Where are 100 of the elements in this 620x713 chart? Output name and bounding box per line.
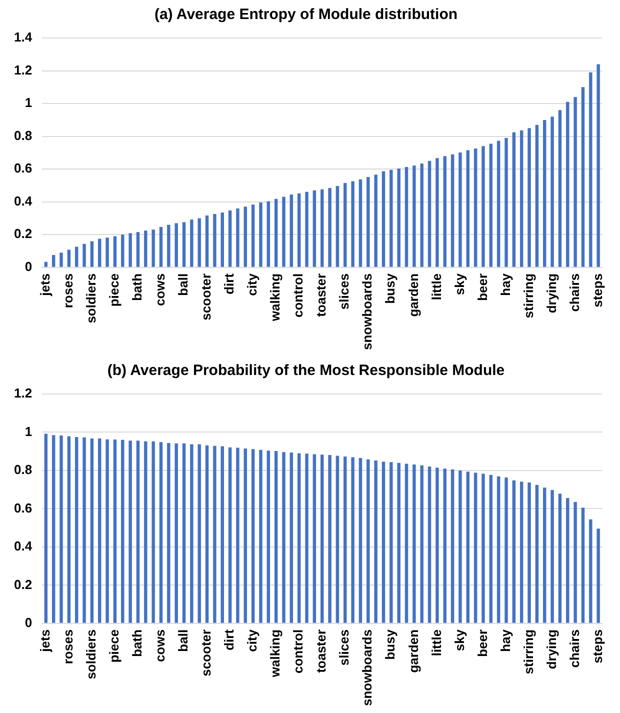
y-tick-label: 0.4 (14, 538, 33, 554)
x-tick-label: city (244, 272, 260, 296)
bar (74, 246, 78, 267)
y-tick-label: 0 (24, 615, 32, 630)
bar (190, 220, 194, 267)
bar (198, 218, 201, 267)
bar (213, 446, 216, 623)
bar (244, 448, 247, 623)
bar (558, 110, 562, 267)
bar (312, 454, 316, 623)
bar (450, 154, 454, 267)
bar (305, 192, 308, 267)
x-tick-label: control (290, 273, 306, 318)
bar (390, 462, 393, 623)
bar (90, 241, 94, 267)
bar (566, 498, 570, 623)
bar (121, 234, 124, 267)
bar (504, 138, 508, 267)
bar (274, 450, 278, 623)
bar (404, 166, 408, 267)
bar (213, 214, 216, 267)
bar (113, 236, 117, 267)
y-tick-label: 0.8 (14, 128, 32, 143)
bar (504, 478, 508, 623)
bar (167, 224, 170, 267)
bar (98, 438, 102, 623)
bar (266, 450, 270, 623)
x-tick-label: walking (268, 273, 283, 322)
x-tick-label: roses (60, 629, 76, 664)
bar (466, 472, 470, 623)
x-tick-label: cows (152, 273, 168, 306)
bar (344, 183, 347, 267)
x-tick-label: scooter (198, 629, 214, 676)
bar (458, 152, 462, 267)
x-tick-label: bath (130, 629, 145, 657)
bar (589, 72, 592, 267)
bar (535, 124, 539, 267)
x-tick-label: slices (336, 273, 352, 310)
bar (443, 468, 446, 623)
bar (52, 254, 56, 267)
bar (220, 446, 224, 623)
bar (328, 454, 332, 623)
bar (113, 440, 117, 623)
x-tick-label: sky (452, 628, 467, 652)
bar (297, 193, 301, 267)
x-tick-label: stirring (520, 629, 536, 674)
bar (382, 462, 386, 623)
bar (144, 230, 148, 267)
bar (366, 459, 370, 623)
bar (358, 458, 362, 623)
bar (390, 170, 393, 267)
bar (512, 132, 516, 267)
bar (144, 441, 148, 623)
bar (474, 472, 478, 623)
bar (596, 64, 600, 267)
x-tick-label: beer (474, 273, 490, 301)
bar (528, 128, 531, 267)
bar (128, 233, 132, 267)
bar (251, 449, 255, 623)
bar (344, 456, 347, 623)
bar (82, 244, 86, 267)
x-tick-label: toaster (314, 273, 329, 317)
bar (190, 444, 194, 623)
bar (159, 442, 163, 623)
x-tick-label: scooter (198, 273, 214, 320)
bar (266, 201, 270, 267)
x-tick-label: soldiers (84, 629, 99, 680)
y-tick-label: 0.6 (14, 160, 32, 176)
x-tick-label: control (290, 629, 306, 674)
bar (236, 448, 240, 623)
bar (174, 223, 178, 267)
bar (374, 174, 378, 267)
bar (512, 480, 516, 623)
bar (152, 230, 155, 267)
bar (489, 474, 493, 623)
bar (496, 476, 500, 623)
bar (397, 168, 400, 267)
bar (305, 454, 308, 623)
bar (574, 502, 577, 623)
x-tick-label: toaster (314, 629, 329, 673)
bar (90, 438, 94, 623)
bar (543, 120, 546, 267)
x-tick-label: slices (336, 629, 352, 666)
bar (152, 441, 155, 623)
bar (274, 198, 278, 267)
bar (320, 189, 324, 267)
y-tick-label: 1.2 (14, 386, 32, 401)
y-tick-label: 1 (24, 95, 32, 110)
bar (482, 474, 485, 623)
x-tick-label: roses (60, 273, 76, 308)
bar (60, 252, 63, 267)
bar (420, 164, 424, 267)
bar (44, 262, 48, 267)
x-tick-label: snowboards (360, 273, 375, 350)
bar (205, 445, 209, 623)
bar (182, 222, 186, 267)
bar (290, 452, 294, 623)
bar (228, 210, 232, 267)
bar (336, 456, 340, 623)
y-tick-label: 0.2 (14, 226, 32, 242)
